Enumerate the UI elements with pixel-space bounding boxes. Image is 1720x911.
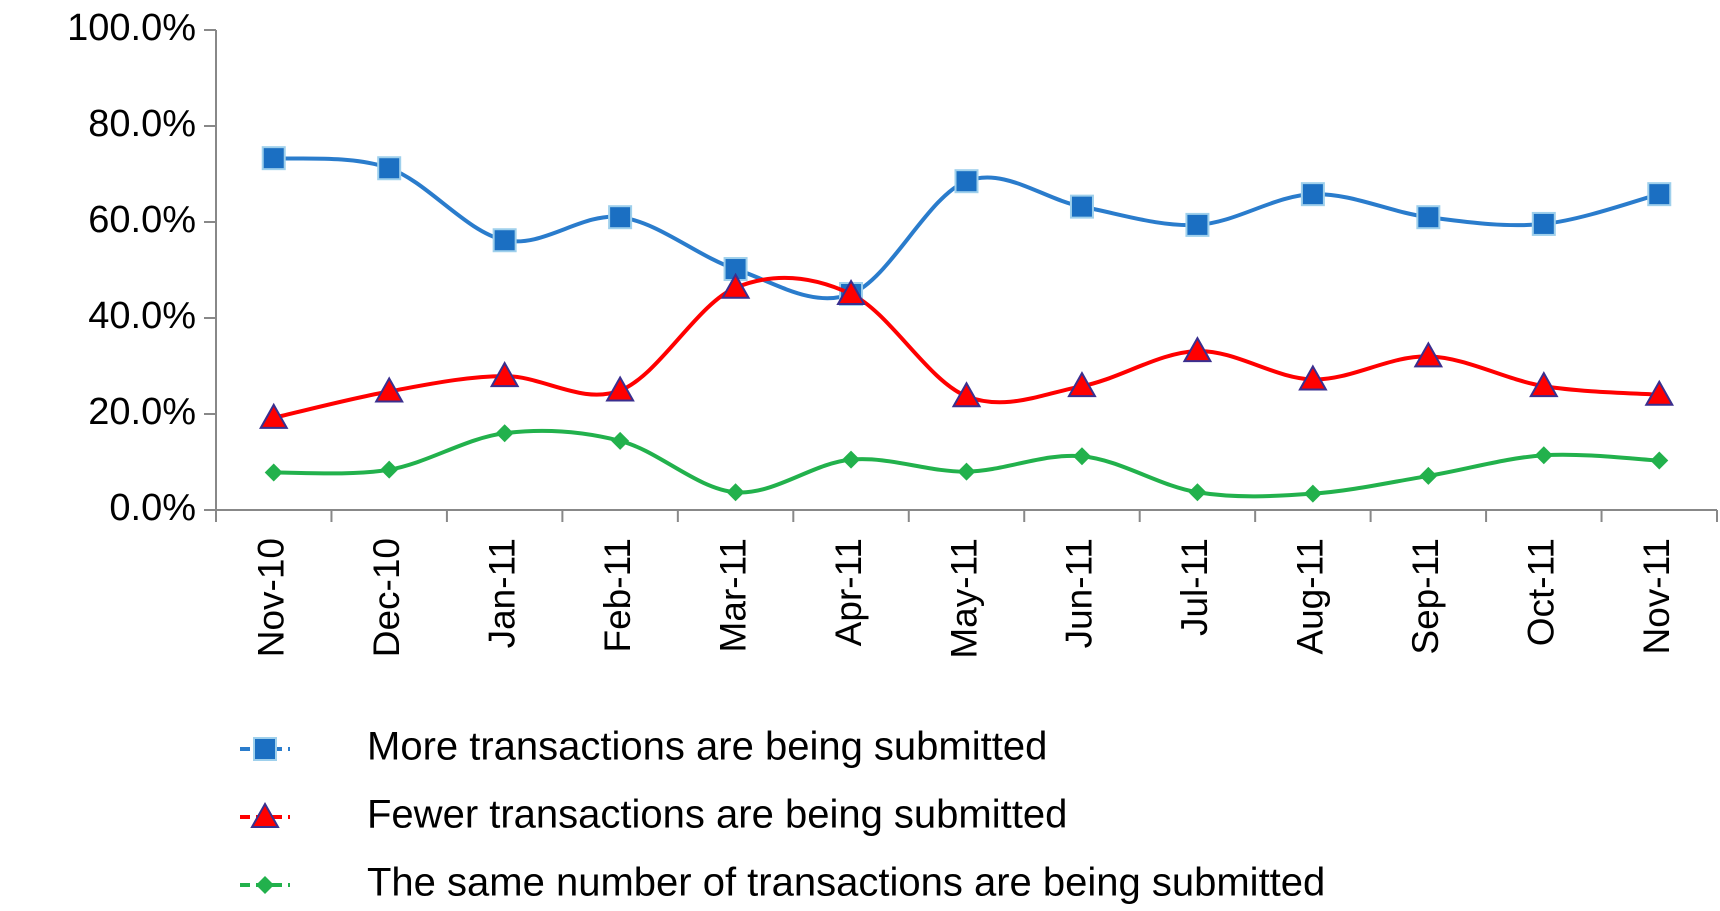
x-tick-label: Jun-11 — [1059, 538, 1100, 648]
marker — [1303, 484, 1322, 503]
y-tick-label: 0.0% — [109, 487, 196, 529]
marker — [726, 483, 745, 502]
marker — [1069, 194, 1094, 219]
legend-label: Fewer transactions are being submitted — [367, 793, 1067, 837]
marker — [1531, 211, 1556, 236]
marker — [1419, 466, 1438, 485]
marker — [836, 278, 866, 305]
y-tick-label: 80.0% — [88, 103, 196, 145]
x-tick-label: Oct-11 — [1521, 538, 1562, 646]
marker — [264, 463, 283, 482]
marker — [1188, 483, 1207, 502]
marker — [1072, 447, 1091, 466]
marker — [259, 402, 289, 429]
marker — [1413, 341, 1444, 368]
marker — [1067, 371, 1097, 398]
x-tick-label: Apr-11 — [828, 538, 869, 646]
legend-label: The same number of transactions are bein… — [367, 861, 1325, 905]
marker — [253, 737, 277, 761]
marker — [1298, 364, 1328, 391]
marker — [495, 424, 514, 443]
marker — [1529, 371, 1559, 398]
marker — [605, 375, 635, 402]
marker — [611, 431, 630, 450]
x-tick-label: Dec-10 — [366, 538, 407, 657]
marker — [256, 876, 274, 894]
marker — [1182, 336, 1213, 363]
x-tick-label: Mar-11 — [712, 538, 753, 652]
marker — [377, 156, 402, 181]
marker — [957, 462, 976, 481]
marker — [489, 361, 520, 388]
marker — [1644, 379, 1674, 406]
y-tick-label: 40.0% — [88, 295, 196, 337]
legend-label: More transactions are being submitted — [367, 725, 1047, 769]
marker — [1650, 451, 1669, 470]
marker — [261, 146, 286, 171]
x-tick-label: Jan-11 — [481, 538, 522, 648]
x-tick-label: May-11 — [943, 538, 984, 659]
marker — [1534, 446, 1553, 465]
x-tick-label: Aug-11 — [1290, 538, 1331, 655]
marker — [380, 460, 399, 479]
marker — [842, 450, 861, 469]
marker — [250, 801, 280, 828]
marker — [1416, 205, 1441, 230]
marker — [1185, 212, 1210, 237]
marker — [951, 381, 982, 408]
marker — [1300, 182, 1325, 207]
y-tick-label: 60.0% — [88, 199, 196, 241]
x-tick-label: Nov-11 — [1636, 538, 1677, 655]
x-tick-label: Nov-10 — [251, 538, 292, 657]
marker — [720, 272, 751, 299]
x-tick-label: Feb-11 — [597, 538, 638, 653]
marker — [954, 169, 979, 194]
y-tick-label: 20.0% — [88, 391, 196, 433]
marker — [374, 376, 404, 403]
marker — [1647, 182, 1672, 207]
marker — [608, 205, 633, 230]
x-tick-label: Jul-11 — [1174, 538, 1215, 636]
marker — [492, 228, 517, 253]
y-tick-label: 100.0% — [67, 7, 196, 49]
x-tick-label: Sep-11 — [1405, 538, 1446, 655]
